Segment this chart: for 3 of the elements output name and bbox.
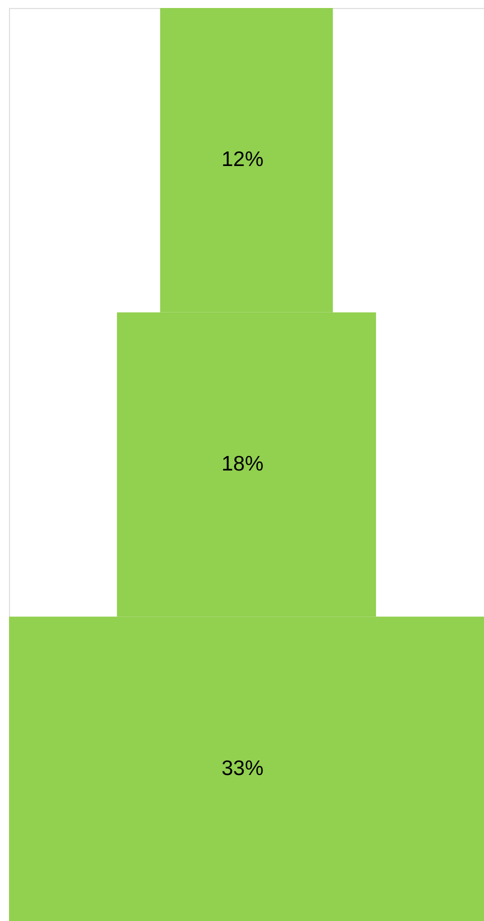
data-label: 33% [221,756,264,780]
data-label: 12% [221,148,264,172]
data-label: 18% [221,452,264,476]
